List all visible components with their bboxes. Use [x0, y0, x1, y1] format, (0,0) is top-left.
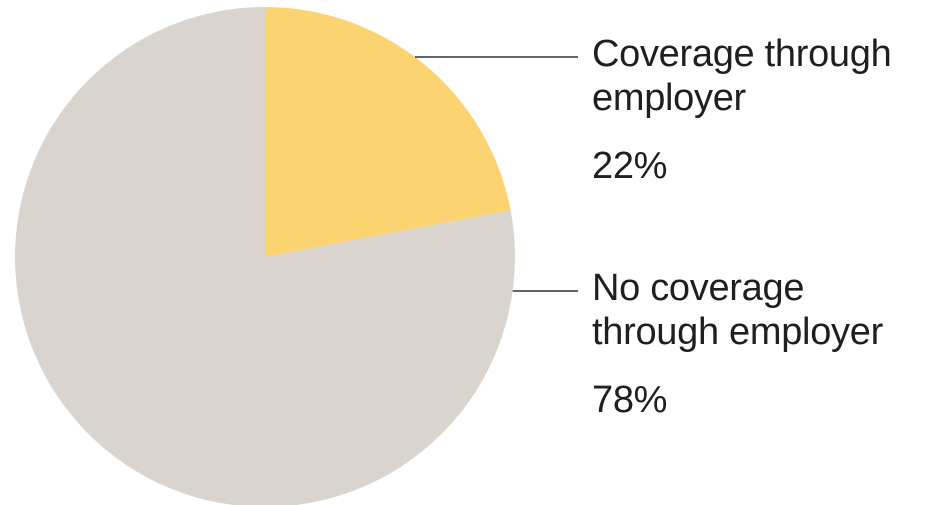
pie-slice-0	[265, 7, 511, 257]
slice-label-line: employer	[592, 77, 746, 119]
slice-value-label: 78%	[592, 379, 668, 421]
pie-slice-1	[15, 7, 515, 505]
slice-label-line: through employer	[592, 311, 883, 353]
slice-label-no-coverage-through-employer: No coverage through employer 78%	[592, 266, 883, 422]
slice-label-line: Coverage through	[592, 33, 892, 75]
slice-value-label: 22%	[592, 145, 668, 187]
leader-lines	[415, 56, 578, 292]
slice-label-coverage-through-employer: Coverage through employer 22%	[592, 32, 892, 188]
slice-label-line: No coverage	[592, 267, 805, 309]
pie-slices	[15, 7, 515, 505]
